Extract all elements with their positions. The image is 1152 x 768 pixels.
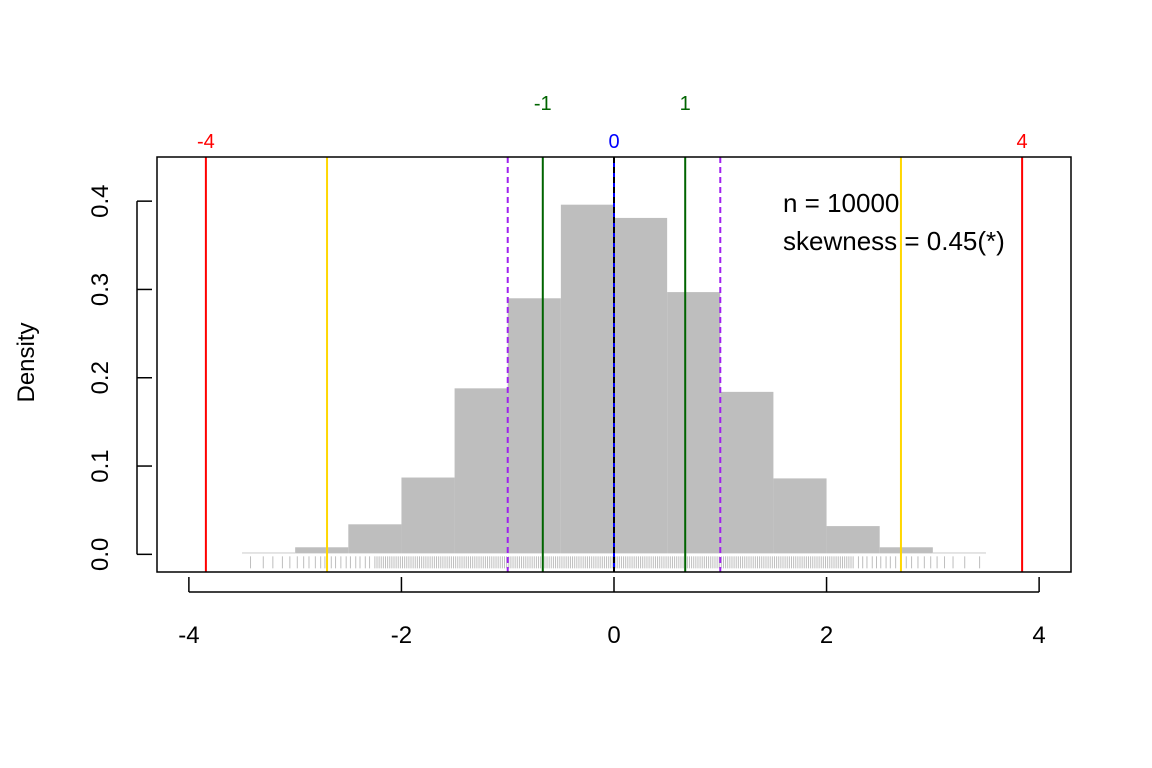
histogram-bar-6 (560, 204, 614, 555)
histogram-bars (242, 204, 986, 555)
reference-line-label-6: 1 (680, 93, 691, 115)
reference-line-label-0: -4 (197, 131, 215, 153)
y-axis-title: Density (13, 322, 40, 402)
sample-size-annotation: n = 10000 (783, 188, 899, 218)
histogram-bar-3 (401, 477, 455, 555)
x-tick-label-1: -2 (391, 622, 412, 649)
histogram-bar-10 (773, 478, 827, 555)
y-tick-label-0: 0.0 (87, 538, 114, 571)
y-tick-label-4: 0.4 (87, 184, 114, 217)
reference-line-label-9: 4 (1017, 131, 1028, 153)
histogram-bar-7 (614, 217, 668, 555)
x-tick-label-0: -4 (178, 622, 199, 649)
histogram-bar-12 (879, 547, 933, 555)
skewness-annotation: skewness = 0.45(*) (783, 226, 1005, 256)
reference-lines (204, 157, 1024, 572)
rug-plot (250, 556, 981, 569)
reference-line-label-4: 0 (608, 131, 619, 153)
y-tick-label-2: 0.2 (87, 361, 114, 394)
histogram-bar-8 (667, 292, 721, 555)
y-tick-label-1: 0.1 (87, 449, 114, 482)
y-axis: 0.0 0.1 0.2 0.3 0.4 (87, 184, 152, 571)
x-axis: -4 -2 0 2 4 (178, 577, 1046, 649)
reference-line-labels: -4 -1 0 1 4 (197, 93, 1028, 153)
histogram-bar-9 (720, 391, 774, 555)
reference-line-label-3: -1 (534, 93, 552, 115)
x-tick-label-3: 2 (820, 622, 833, 649)
plot-frame (156, 156, 1072, 573)
histogram-bar-5 (507, 298, 561, 555)
histogram-bar-2 (348, 524, 402, 555)
x-tick-label-4: 4 (1032, 622, 1045, 649)
y-tick-label-3: 0.3 (87, 273, 114, 306)
histogram-bar-4 (454, 388, 508, 555)
histogram-bar-1 (295, 547, 349, 555)
x-tick-label-2: 0 (607, 622, 620, 649)
histogram-bar-11 (826, 526, 880, 555)
